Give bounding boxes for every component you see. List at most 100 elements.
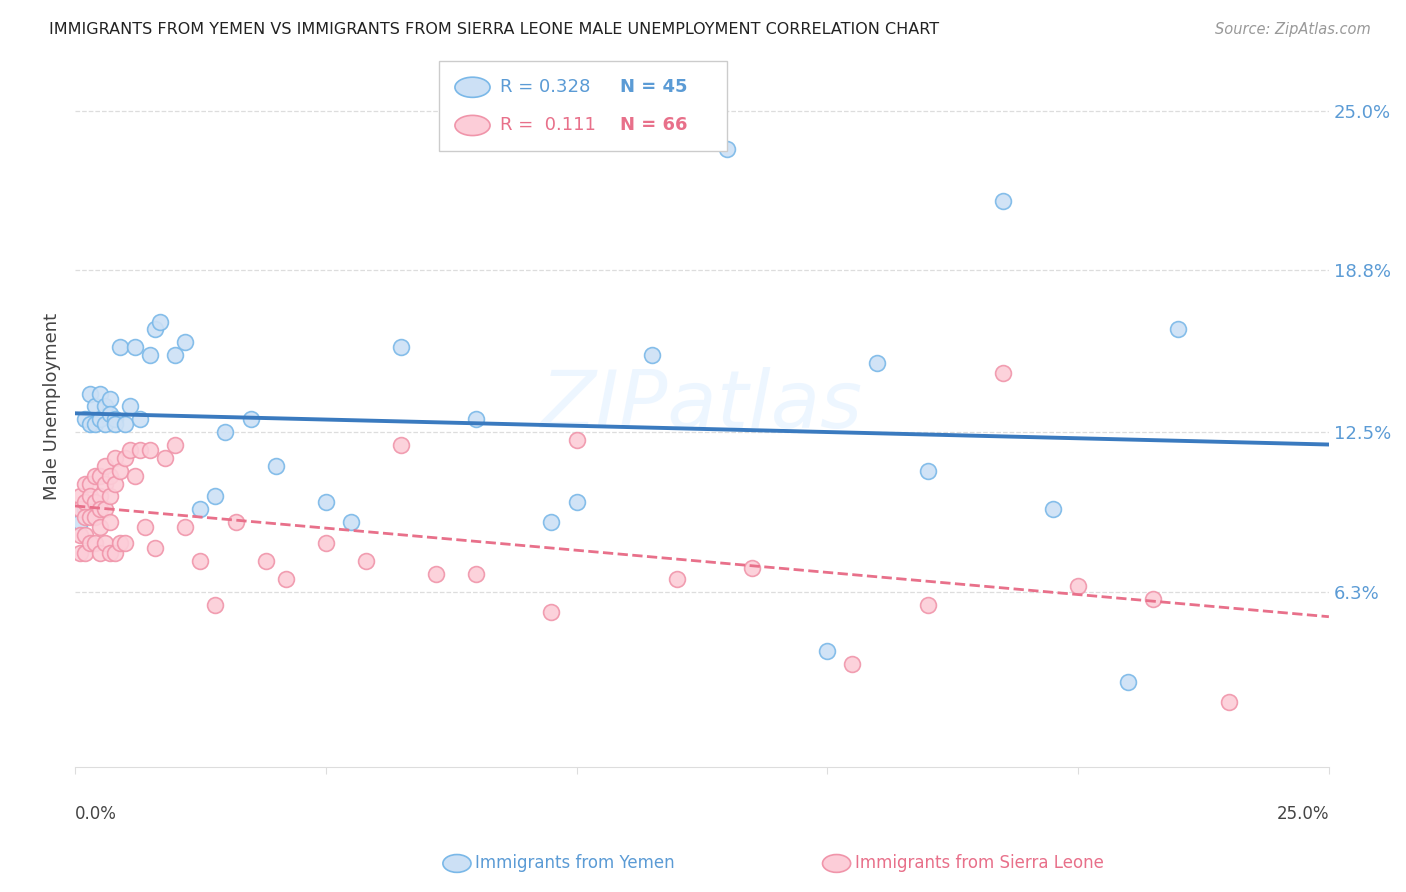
Point (124, 340, 146, 354)
Point (165, 438, 187, 452)
Point (129, 412, 152, 426)
Point (73, 412, 96, 426)
Text: Immigrants from Sierra Leone: Immigrants from Sierra Leone (855, 855, 1104, 872)
Point (389, 340, 412, 354)
Point (69, 490, 91, 504)
Point (69, 515, 91, 529)
Point (69, 528, 91, 542)
Point (1142, 592, 1164, 607)
Circle shape (456, 78, 491, 97)
Point (174, 520, 197, 534)
Point (204, 490, 226, 504)
Point (815, 644, 838, 658)
Point (991, 366, 1014, 380)
Point (1042, 502, 1064, 516)
Point (149, 314, 172, 328)
Point (134, 520, 156, 534)
Point (89, 546, 111, 560)
Point (98, 407, 121, 421)
Point (69, 502, 91, 516)
Point (104, 546, 127, 560)
Point (84, 417, 107, 432)
Circle shape (456, 115, 491, 136)
Point (866, 356, 889, 370)
Point (389, 438, 412, 452)
Point (124, 468, 146, 483)
Point (239, 412, 262, 426)
Point (665, 572, 688, 586)
Point (190, 554, 212, 568)
Point (94, 535, 117, 549)
Point (741, 561, 763, 575)
Point (315, 535, 337, 549)
Point (84, 468, 107, 483)
Y-axis label: Male Unemployment: Male Unemployment (44, 313, 60, 500)
Point (716, 142, 738, 156)
Point (139, 443, 162, 458)
Text: R = 0.328: R = 0.328 (501, 78, 591, 96)
Point (540, 515, 562, 529)
Point (120, 400, 142, 414)
Point (94, 400, 117, 414)
Point (1067, 580, 1090, 594)
Point (79, 476, 101, 491)
Point (917, 598, 939, 612)
Point (274, 572, 297, 586)
Point (104, 412, 127, 426)
Point (214, 425, 236, 439)
Text: 25.0%: 25.0% (1277, 805, 1329, 823)
Point (139, 348, 162, 362)
Point (79, 535, 101, 549)
Text: N = 45: N = 45 (620, 78, 688, 96)
Point (79, 490, 101, 504)
Point (94, 502, 117, 516)
Text: Source: ZipAtlas.com: Source: ZipAtlas.com (1215, 22, 1371, 37)
Point (73, 502, 96, 516)
Point (98, 468, 121, 483)
Point (165, 348, 187, 362)
Point (104, 417, 127, 432)
Point (98, 515, 121, 529)
Point (89, 386, 111, 401)
Point (98, 546, 121, 560)
Point (340, 515, 363, 529)
Point (108, 464, 131, 478)
Point (79, 510, 101, 524)
Point (73, 510, 96, 524)
Text: 0.0%: 0.0% (75, 805, 117, 823)
Point (89, 520, 111, 534)
Point (174, 335, 197, 350)
Point (917, 464, 939, 478)
Point (79, 417, 101, 432)
Point (315, 494, 337, 508)
Text: N = 66: N = 66 (620, 117, 688, 135)
Point (89, 412, 111, 426)
Point (114, 535, 136, 549)
Text: R =  0.111: R = 0.111 (501, 117, 596, 135)
Point (104, 476, 127, 491)
Point (104, 450, 127, 465)
Point (841, 657, 863, 671)
Point (204, 598, 226, 612)
Point (254, 554, 277, 568)
Point (84, 494, 107, 508)
Point (73, 494, 96, 508)
Point (565, 433, 588, 447)
Point (73, 476, 96, 491)
Point (565, 494, 588, 508)
Point (143, 322, 166, 336)
FancyBboxPatch shape (439, 61, 727, 151)
Point (89, 502, 111, 516)
Point (641, 348, 664, 362)
Point (129, 443, 152, 458)
Point (98, 392, 121, 406)
Point (465, 566, 488, 581)
Point (114, 450, 136, 465)
Point (89, 490, 111, 504)
Point (94, 417, 117, 432)
Text: IMMIGRANTS FROM YEMEN VS IMMIGRANTS FROM SIERRA LEONE MALE UNEMPLOYMENT CORRELAT: IMMIGRANTS FROM YEMEN VS IMMIGRANTS FROM… (49, 22, 939, 37)
Point (73, 546, 96, 560)
Point (1218, 695, 1240, 709)
Point (94, 476, 117, 491)
Point (84, 510, 107, 524)
